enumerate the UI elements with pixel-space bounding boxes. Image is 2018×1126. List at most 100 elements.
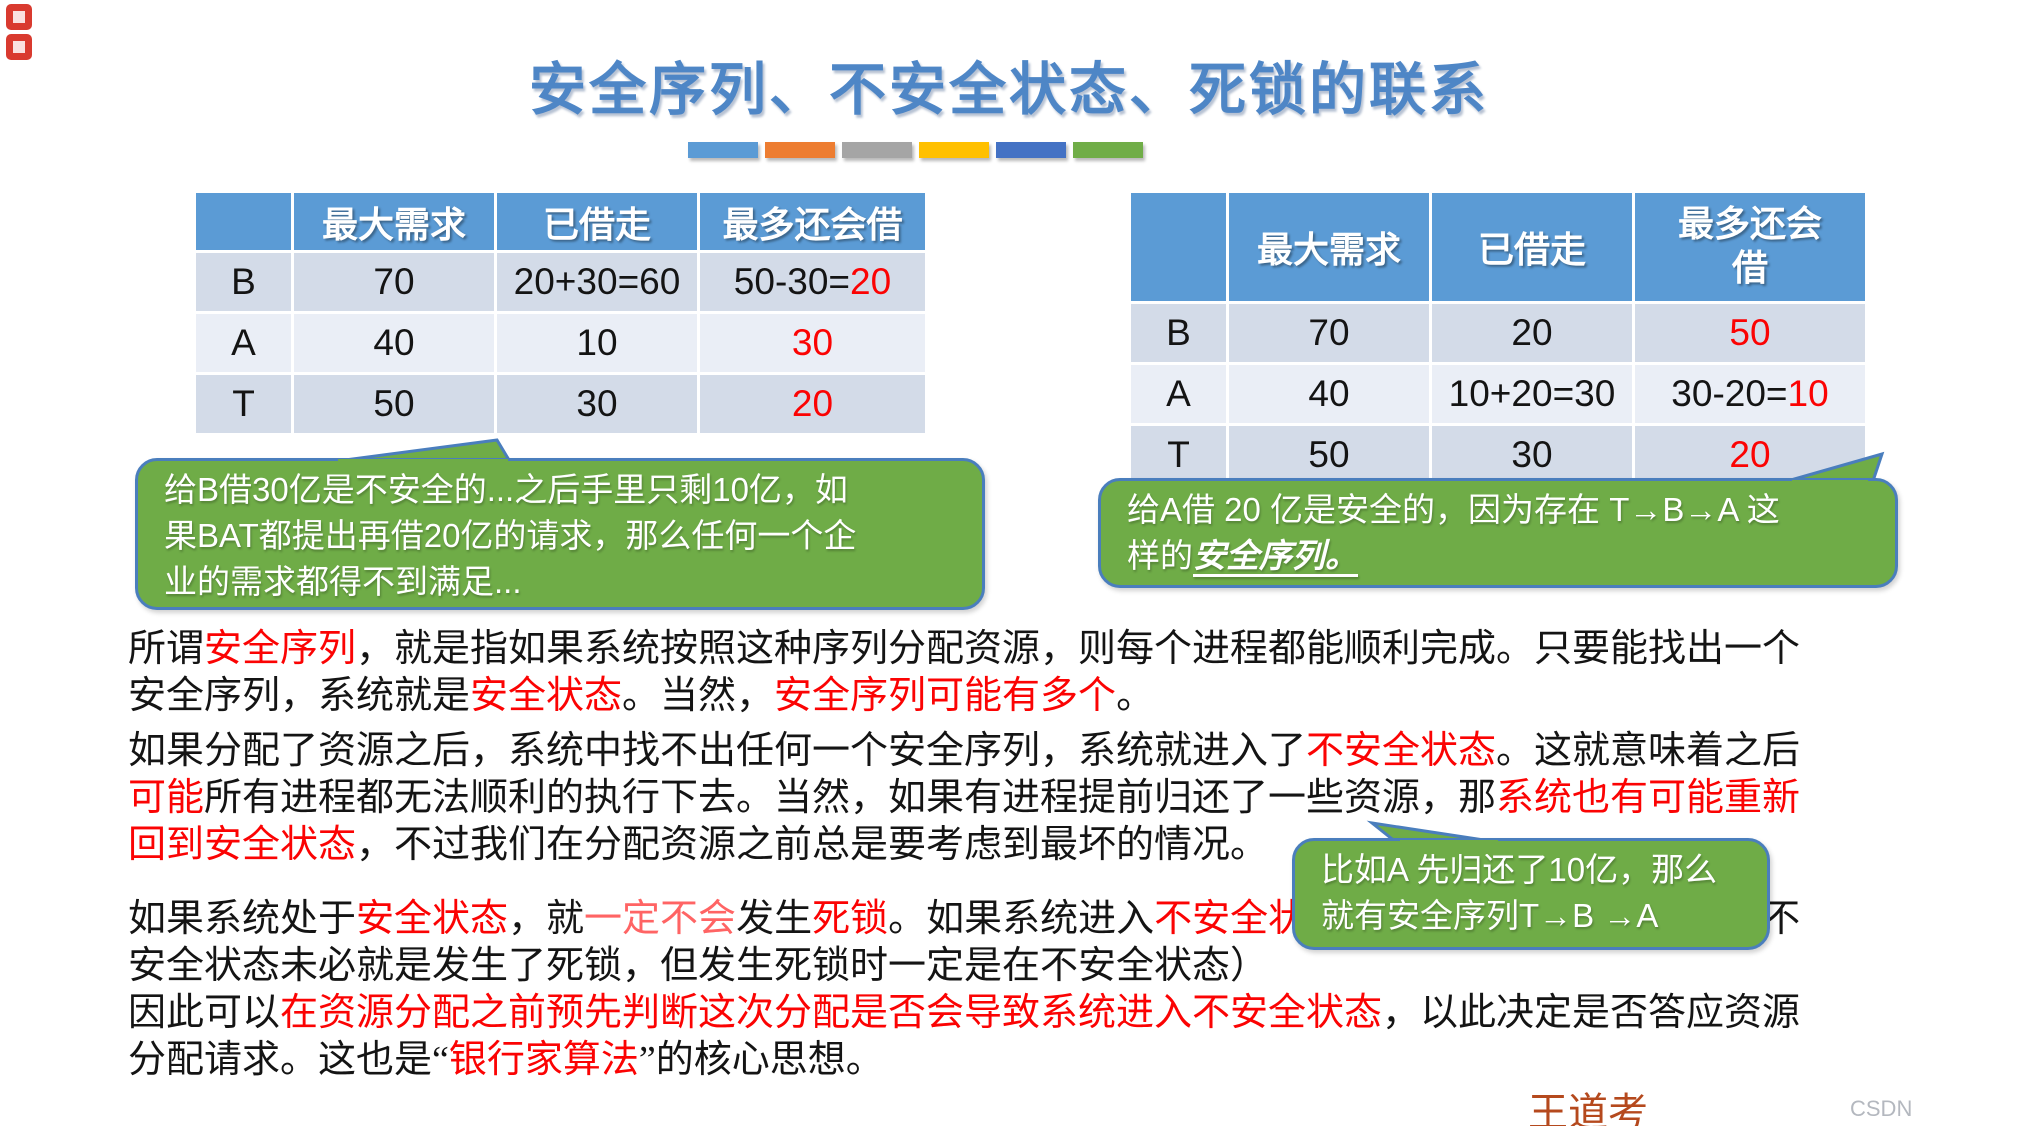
text-segment: 。: [1116, 675, 1155, 717]
text-segment: 一定不会: [584, 898, 737, 940]
table-header-cell: [196, 193, 291, 250]
table-row: T 50 30 20: [196, 375, 925, 433]
text-segment: 所谓: [128, 628, 205, 670]
bubble-unsafe-example: 给B借30亿是不安全的...之后手里只剩10亿，如 果BAT都提出再借20亿的请求…: [135, 458, 985, 610]
text-segment: 安全序列可能有多个: [774, 675, 1117, 717]
table-cell: 40: [1229, 365, 1429, 423]
table-cell: 10+20=30: [1432, 365, 1632, 423]
text-segment: 安全状态: [470, 675, 623, 717]
table-cell: 50-30=20: [700, 253, 925, 311]
table-cell: 20: [700, 375, 925, 433]
text-segment: 果BAT都提出再借20亿的请求，那么任何一个企: [164, 517, 857, 554]
table-cell: 10: [497, 314, 697, 372]
accent-bar: [996, 142, 1066, 158]
table-cell: B: [196, 253, 291, 311]
corner-decoration-icon: [6, 34, 32, 60]
bubble-return-example: 比如A 先归还了10亿，那么就有安全序列T→B →A: [1292, 838, 1770, 950]
table-cell: 40: [294, 314, 494, 372]
table-cell: 20: [1635, 426, 1865, 484]
text-segment: B: [231, 261, 256, 302]
page-title: 安全序列、不安全状态、死锁的联系: [529, 59, 1489, 122]
table-header-cell: 最大需求: [1229, 193, 1429, 301]
table-cell: 30: [497, 375, 697, 433]
csdn-watermark: CSDN @viktoriae: [1850, 1096, 1954, 1126]
text-segment: 安全状态: [356, 898, 509, 940]
brand-watermark: 王道考研/CSKAOYAN.COM: [1528, 1091, 1648, 1126]
bubble-text-line: 就有安全序列T→B →A: [1321, 893, 1741, 939]
text-segment: 40: [373, 322, 415, 363]
bubble-text-line: 业的需求都得不到满足...: [164, 559, 956, 605]
table-cell: 70: [294, 253, 494, 311]
right-allocation-table: 最大需求 已借走 最多还会借 B 70 20 50 A 40 10+20=30 30-20=10 T 5…: [1128, 190, 1868, 487]
left-allocation-table: 最大需求 已借走 最多还会借 B 70 20+30=60 50-30=20 A 40 10 30 T 5…: [193, 190, 928, 436]
text-segment: 70: [373, 261, 415, 302]
table-row: B 70 20 50: [1131, 304, 1865, 362]
text-segment: 安全序列: [204, 628, 357, 670]
text-segment: ，就是指如果系统按照这种序列分配资源，则每个进程都能顺利完成。只要能找出一个: [356, 628, 1801, 670]
text-segment: ，就: [508, 898, 585, 940]
table-cell: 20: [1432, 304, 1632, 362]
text-segment: 所有进程都无法顺利的执行下去。当然，如果有进程提前归还了一些资源，那: [204, 777, 1497, 819]
text-segment: 给B借30亿是不安全的...之后手里只剩10亿，如: [164, 471, 848, 508]
text-segment: ，以此决定是否答应资源: [1382, 992, 1801, 1034]
text-segment: 如果分配了资源之后，系统中找不出任何一个安全序列，系统就进入了: [128, 730, 1307, 772]
text-segment: 50: [1308, 434, 1350, 475]
text-segment: 30: [1511, 434, 1553, 475]
text-segment: 20+30=60: [513, 261, 681, 302]
table-row: B 70 20+30=60 50-30=20: [196, 253, 925, 311]
accent-bar: [688, 142, 758, 158]
text-segment: 安全状态未必就是发生了死锁，但发生死锁时一定是在不安全状态）: [128, 945, 1269, 987]
text-segment: 70: [1308, 312, 1350, 353]
text-segment: 30-20=: [1671, 373, 1788, 414]
text-segment: A: [231, 322, 256, 363]
table-cell: 30: [700, 314, 925, 372]
bubble-tail-patch: [338, 459, 508, 473]
accent-bar: [919, 142, 989, 158]
table-header-cell: 最多还会借: [700, 193, 925, 250]
text-segment: 如果系统处于: [128, 898, 357, 940]
text-segment: 50: [1729, 312, 1771, 353]
table-cell: 50: [294, 375, 494, 433]
paragraph-line: 如果分配了资源之后，系统中找不出任何一个安全序列，系统就进入了不安全状态。这就意…: [128, 728, 1800, 775]
text-segment: 10: [576, 322, 618, 363]
text-segment: 业的需求都得不到满足...: [164, 563, 522, 600]
text-segment: 20: [791, 383, 834, 424]
table-cell: B: [1131, 304, 1226, 362]
table-cell: 50: [1635, 304, 1865, 362]
text-segment: 10: [1787, 373, 1829, 414]
table-header-row: 最大需求 已借走 最多还会借: [1131, 193, 1865, 301]
text-segment: T: [232, 383, 255, 424]
text-segment: 不安全状态: [1306, 730, 1497, 772]
text-segment: 银行家算法: [448, 1039, 639, 1081]
text-segment: 在资源分配之前预先判断这次分配是否会导致系统进入不安全状态: [280, 992, 1383, 1034]
text-segment: 20: [850, 261, 892, 302]
text-segment: 比如A 先归还了10亿，那么: [1321, 851, 1718, 888]
bubble-text-line: 果BAT都提出再借20亿的请求，那么任何一个企: [164, 513, 956, 559]
text-segment: 给A借 20 亿是安全的，因为存在 T→B→A 这: [1127, 491, 1780, 528]
paragraph-line: 所谓安全序列，就是指如果系统按照这种序列分配资源，则每个进程都能顺利完成。只要能…: [128, 626, 1800, 673]
text-segment: 样的: [1127, 537, 1193, 574]
bubble-tail-patch: [1400, 840, 1498, 854]
table-header-cell: 已借走: [497, 193, 697, 250]
accent-bar: [765, 142, 835, 158]
text-segment: 回到安全状态: [128, 824, 357, 866]
text-segment: 10+20=30: [1448, 373, 1616, 414]
text-segment: 分配请求。这也是“: [128, 1039, 449, 1081]
table-header-cell: 最多还会借: [1635, 193, 1865, 301]
body-paragraph: 因此可以在资源分配之前预先判断这次分配是否会导致系统进入不安全状态，以此决定是否…: [128, 990, 1800, 1084]
accent-bar: [842, 142, 912, 158]
text-segment: 20: [1511, 312, 1553, 353]
table-row: A 40 10+20=30 30-20=10: [1131, 365, 1865, 423]
table-header-cell: 已借走: [1432, 193, 1632, 301]
table-cell: 70: [1229, 304, 1429, 362]
paragraph-line: 安全序列，系统就是安全状态。当然，安全序列可能有多个。: [128, 673, 1800, 720]
table-header-cell: [1131, 193, 1226, 301]
text-segment: A: [1166, 373, 1191, 414]
paragraph-line: 安全状态未必就是发生了死锁，但发生死锁时一定是在不安全状态）: [128, 943, 1800, 990]
text-segment: 20: [1729, 434, 1771, 475]
bubble-text-line: 给B借30亿是不安全的...之后手里只剩10亿，如: [164, 467, 956, 513]
table-header-cell: 最大需求: [294, 193, 494, 250]
table-cell: A: [1131, 365, 1226, 423]
table-cell: 30: [1432, 426, 1632, 484]
